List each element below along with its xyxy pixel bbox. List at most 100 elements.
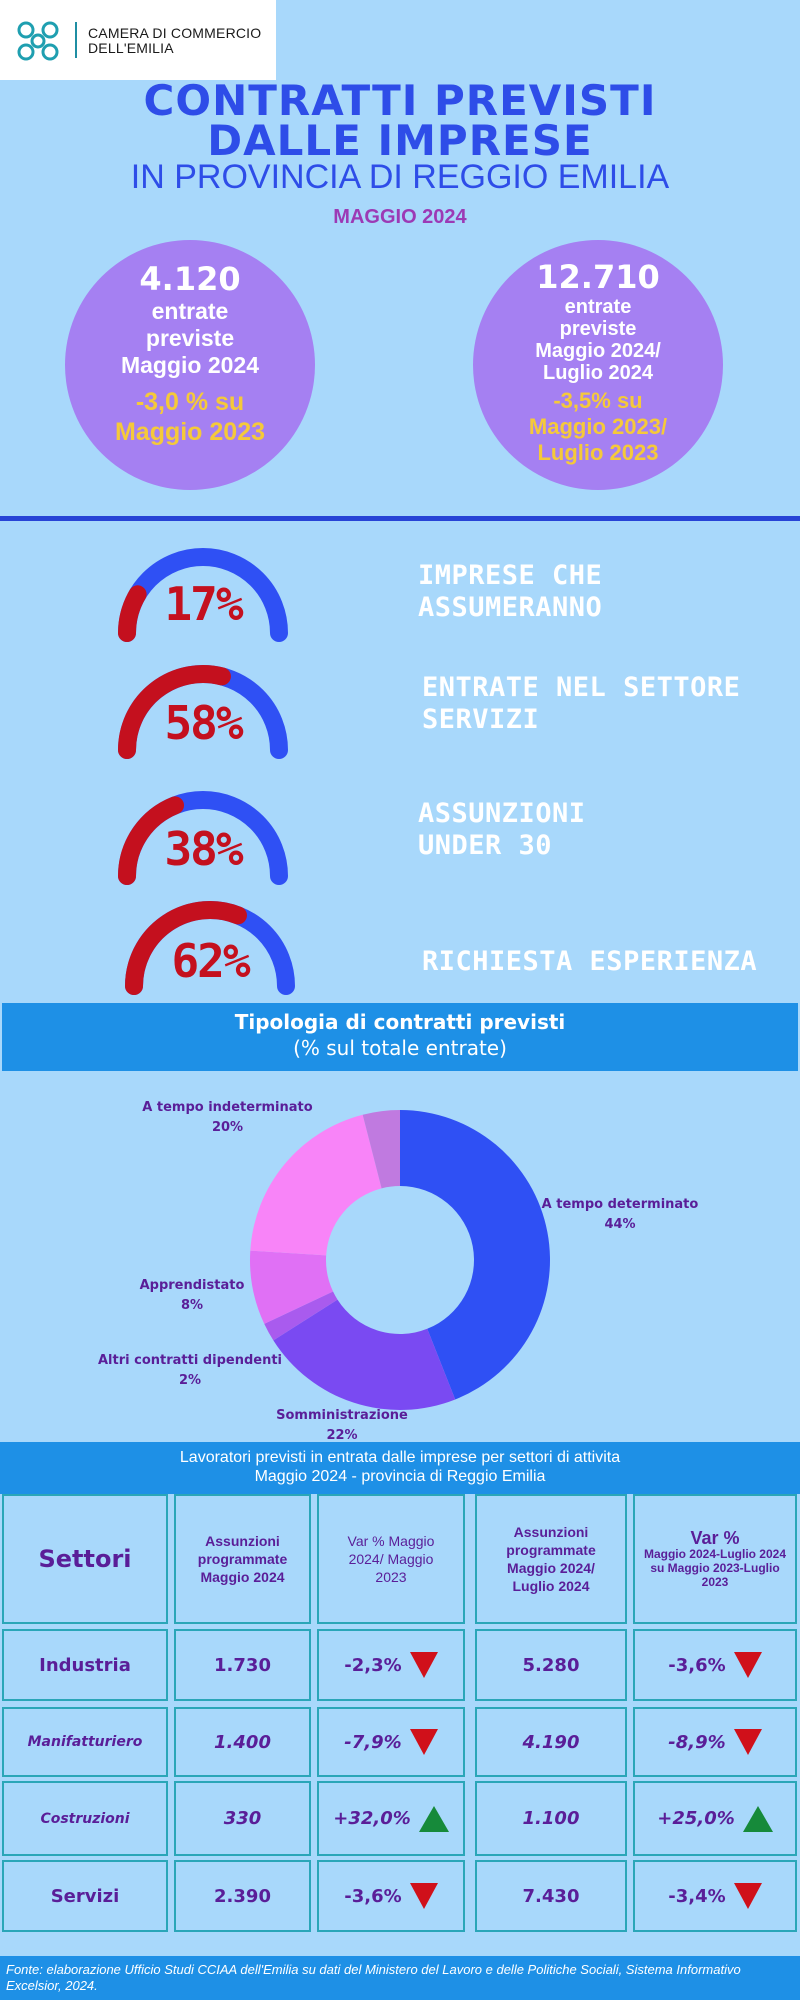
bubble-quarterly-value: 12.710 — [536, 258, 660, 296]
gauge-under30-arc — [118, 791, 288, 885]
row-2-var-mese-cell: +32,0% — [317, 1781, 465, 1856]
row-1-assunzioni-mese: 1.400 — [214, 1731, 271, 1753]
row-0-name-cell: Industria — [2, 1629, 168, 1701]
pie-title: Tipologia di contratti previsti — [234, 1010, 566, 1034]
pie-label-apprendistato-value: 8% — [180, 1298, 204, 1313]
arrow-up-icon — [418, 1805, 449, 1832]
bubble-monthly-l3: Maggio 2024 — [120, 352, 260, 378]
logo-line-1: CAMERA DI COMMERCIO — [88, 25, 262, 41]
pie-label-indeterminato: A tempo indeterminato 20% — [140, 1098, 315, 1138]
pie-label-determinato: A tempo determinato 44% — [540, 1195, 700, 1235]
gauge-under30-pct: 38% — [164, 822, 243, 876]
row-3-assunzioni-mese: 2.390 — [214, 1885, 271, 1907]
bubble-monthly-l1: entrate — [151, 298, 229, 324]
row-2-assunzioni-mese-cell: 330 — [174, 1781, 311, 1856]
table-title-band: Lavoratori previsti in entrata dalle imp… — [0, 1442, 800, 1494]
th-c4-b: Maggio 2024-Luglio 2024 su Maggio 2023-L… — [643, 1547, 787, 1589]
th-c3-text: Assunzioni programmate Maggio 2024/ Lugl… — [506, 1524, 596, 1594]
gauge-imprese-label-1: IMPRESE CHE — [418, 560, 603, 591]
row-2-name: Costruzioni — [40, 1810, 130, 1827]
pie-label-somministrazione-value: 22% — [326, 1428, 358, 1443]
pie-label-somministrazione: Somministrazione 22% — [264, 1406, 420, 1446]
bubble-monthly: 4.120 entrate previste Maggio 2024 -3,0 … — [65, 240, 315, 490]
bubble-monthly-value: 4.120 — [139, 260, 241, 298]
row-0-var-trim-cell: -3,6% — [633, 1629, 797, 1701]
th-c4-a: Var % — [690, 1528, 740, 1548]
pie-title-band: Tipologia di contratti previsti (% sul t… — [2, 1003, 798, 1071]
gauge-esperienza-label: RICHIESTA ESPERIENZA — [422, 946, 757, 978]
logo-box: CAMERA DI COMMERCIO DELL'EMILIA — [0, 0, 276, 80]
row-1-assunzioni-mese-cell: 1.400 — [174, 1707, 311, 1777]
bubble-monthly-var1: -3,0 % su — [135, 388, 245, 416]
row-3-name: Servizi — [50, 1885, 120, 1907]
gauge-imprese-pct: 17% — [164, 577, 243, 631]
bubble-quarterly-var3: Luglio 2023 — [537, 440, 659, 465]
pie-label-altri-value: 2% — [178, 1373, 202, 1388]
row-3-name-cell: Servizi — [2, 1860, 168, 1932]
bubble-quarterly-l4: Luglio 2024 — [542, 362, 654, 384]
donut-slice-3 — [250, 1250, 334, 1324]
gauge-esperienza: 62% — [115, 898, 305, 998]
gauge-imprese-label-2: ASSUMERANNO — [418, 592, 603, 623]
gauge-under30: 38% — [108, 788, 298, 888]
table-title-2: Maggio 2024 - provincia di Reggio Emilia — [254, 1468, 546, 1485]
gauge-under30-label: ASSUNZIONI UNDER 30 — [418, 798, 586, 862]
pie-label-indeterminato-value: 20% — [211, 1120, 244, 1135]
table-title-1: Lavoratori previsti in entrata dalle imp… — [179, 1449, 621, 1466]
row-3-assunzioni-mese-cell: 2.390 — [174, 1860, 311, 1932]
th-settori-text: Settori — [38, 1545, 132, 1573]
row-0-assunzioni-trim: 5.280 — [522, 1654, 580, 1676]
gauge-servizi: 58% — [108, 662, 298, 762]
row-3-assunzioni-trim-cell: 7.430 — [475, 1860, 627, 1932]
logo-line-2: DELL'EMILIA — [88, 40, 174, 56]
section-divider — [0, 516, 800, 521]
gauge-servizi-pct: 58% — [164, 696, 243, 750]
row-0-assunzioni-mese-cell: 1.730 — [174, 1629, 311, 1701]
gauge-imprese: 17% — [108, 545, 298, 645]
row-1-var-mese: -7,9% — [344, 1731, 402, 1753]
bubble-quarterly-var1: -3,5% su — [553, 388, 643, 413]
month-label: MAGGIO 2024 — [333, 206, 467, 228]
row-2-var-trim-cell: +25,0% — [633, 1781, 797, 1856]
row-3-var-trim: -3,4% — [668, 1885, 726, 1907]
pie-label-determinato-name: A tempo determinato — [541, 1197, 699, 1212]
arrow-down-icon — [733, 1729, 762, 1755]
donut-slice-0 — [400, 1110, 550, 1400]
pie-label-altri: Altri contratti dipendenti 2% — [96, 1351, 284, 1391]
row-3-var-trim-cell: -3,4% — [633, 1860, 797, 1932]
row-1-var-mese-cell: -7,9% — [317, 1707, 465, 1777]
row-1-name-cell: Manifatturiero — [2, 1707, 168, 1777]
pie-label-determinato-value: 44% — [604, 1217, 636, 1232]
contracts-donut-chart — [240, 1100, 560, 1420]
pie-label-somministrazione-name: Somministrazione — [276, 1408, 408, 1423]
arrow-down-icon — [409, 1652, 438, 1678]
row-3-assunzioni-trim: 7.430 — [522, 1885, 580, 1907]
row-0-var-trim: -3,6% — [668, 1654, 726, 1676]
row-3-var-mese-cell: -3,6% — [317, 1860, 465, 1932]
logo-icon — [17, 21, 59, 61]
pie-label-apprendistato-name: Apprendistato — [139, 1278, 245, 1293]
row-2-assunzioni-mese: 330 — [223, 1808, 262, 1829]
title-line-2: DALLE IMPRESE — [207, 116, 593, 165]
row-0-var-mese-cell: -2,3% — [317, 1629, 465, 1701]
th-c2-text: Var % Maggio 2024/ Maggio 2023 — [347, 1533, 435, 1585]
th-c4: Var % Maggio 2024-Luglio 2024 su Maggio … — [633, 1494, 797, 1624]
pie-label-altri-name: Altri contratti dipendenti — [97, 1353, 282, 1368]
gauge-esperienza-pct: 62% — [171, 934, 250, 988]
gauge-servizi-label: ENTRATE NEL SETTORE SERVIZI — [422, 672, 740, 736]
th-c1: Assunzioni programmate Maggio 2024 — [174, 1494, 311, 1624]
row-2-assunzioni-trim-cell: 1.100 — [475, 1781, 627, 1856]
arrow-down-icon — [409, 1729, 438, 1755]
logo-text: CAMERA DI COMMERCIO DELL'EMILIA — [88, 26, 261, 56]
row-0-name: Industria — [39, 1654, 131, 1676]
arrow-down-icon — [733, 1883, 762, 1909]
logo-separator — [75, 22, 77, 58]
th-c3: Assunzioni programmate Maggio 2024/ Lugl… — [475, 1494, 627, 1624]
gauge-esperienza-label-1: RICHIESTA ESPERIENZA — [422, 946, 758, 977]
gauge-servizi-arc — [118, 665, 288, 759]
gauge-servizi-label-2: SERVIZI — [422, 704, 540, 735]
footer-source: Fonte: elaborazione Ufficio Studi CCIAA … — [0, 1956, 800, 2000]
gauge-under30-label-2: UNDER 30 — [418, 830, 553, 861]
pie-label-indeterminato-name: A tempo indeterminato — [142, 1100, 313, 1115]
pie-subtitle: (% sul totale entrate) — [293, 1036, 507, 1060]
